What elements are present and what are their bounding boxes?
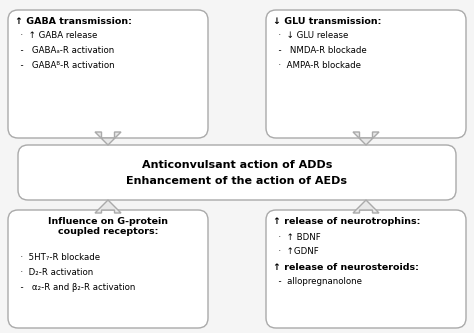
Text: -  allopregnanolone: - allopregnanolone — [273, 277, 362, 286]
Text: ·  5HT₇-R blockade: · 5HT₇-R blockade — [15, 253, 100, 262]
Text: ↑ release of neurotrophins:: ↑ release of neurotrophins: — [273, 217, 420, 226]
Text: ↑ release of neurosteroids:: ↑ release of neurosteroids: — [273, 263, 419, 272]
Text: ·  D₂-R activation: · D₂-R activation — [15, 268, 93, 277]
Polygon shape — [353, 132, 379, 145]
Text: -   α₂-R and β₂-R activation: - α₂-R and β₂-R activation — [15, 283, 136, 292]
Text: -   GABAᴮ-R activation: - GABAᴮ-R activation — [15, 61, 115, 70]
FancyBboxPatch shape — [266, 210, 466, 328]
Text: ·  ↑GDNF: · ↑GDNF — [273, 247, 319, 256]
Polygon shape — [95, 132, 121, 145]
Text: ·  ↑ GABA release: · ↑ GABA release — [15, 31, 97, 40]
FancyBboxPatch shape — [266, 10, 466, 138]
Text: ·  ↑ BDNF: · ↑ BDNF — [273, 233, 321, 242]
Text: ↑ GABA transmission:: ↑ GABA transmission: — [15, 17, 132, 26]
FancyBboxPatch shape — [8, 10, 208, 138]
Polygon shape — [95, 200, 121, 213]
Polygon shape — [353, 200, 379, 213]
Text: -   NMDA-R blockade: - NMDA-R blockade — [273, 46, 367, 55]
Text: -   GABAₐ-R activation: - GABAₐ-R activation — [15, 46, 114, 55]
Text: Enhancement of the action of AEDs: Enhancement of the action of AEDs — [127, 176, 347, 186]
FancyBboxPatch shape — [8, 210, 208, 328]
Text: ·  AMPA-R blockade: · AMPA-R blockade — [273, 61, 361, 70]
Text: Anticonvulsant action of ADDs: Anticonvulsant action of ADDs — [142, 161, 332, 170]
FancyBboxPatch shape — [18, 145, 456, 200]
Text: Influence on G-protein
coupled receptors:: Influence on G-protein coupled receptors… — [48, 217, 168, 236]
Text: ↓ GLU transmission:: ↓ GLU transmission: — [273, 17, 382, 26]
Text: ·  ↓ GLU release: · ↓ GLU release — [273, 31, 348, 40]
